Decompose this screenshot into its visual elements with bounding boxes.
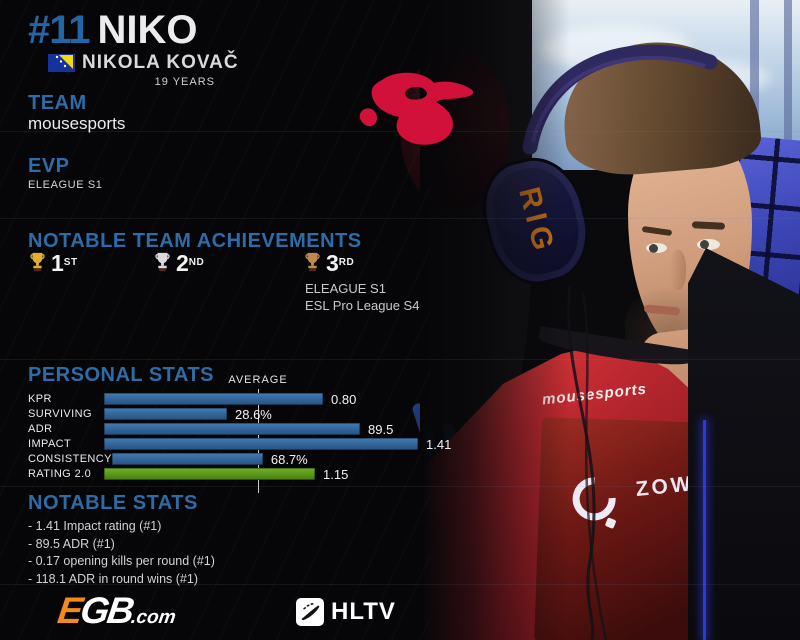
place-label: 3RD — [326, 250, 355, 276]
player-nickname: NIKO — [97, 8, 198, 52]
stat-value: 28.6% — [235, 406, 272, 422]
achievements-section-title: NOTABLE TEAM ACHIEVEMENTS — [28, 230, 362, 252]
egb-logo-gb: GB — [77, 590, 136, 631]
personal-stats-section-title: PERSONAL STATS — [28, 364, 214, 386]
stat-value: 0.80 — [331, 391, 357, 407]
window-mullion — [750, 0, 759, 175]
evp-value: ELEAGUE S1 — [28, 179, 103, 191]
section-divider — [0, 584, 800, 585]
zowie-logo-icon — [572, 477, 616, 529]
team-section-title: TEAM — [28, 92, 87, 114]
achievement-place-3: 3RD — [305, 252, 354, 276]
stat-bar — [104, 468, 315, 480]
notable-stat-item: - 89.5 ADR (#1) — [28, 536, 115, 551]
stat-label: SURVIVING — [28, 408, 92, 420]
stat-value: 1.41 — [426, 436, 452, 452]
eye — [697, 239, 720, 250]
section-divider — [0, 359, 800, 360]
stat-value: 89.5 — [368, 421, 394, 437]
stat-bar — [104, 438, 418, 450]
section-divider — [0, 218, 800, 219]
stat-label: RATING 2.0 — [28, 468, 92, 480]
section-divider — [0, 486, 800, 487]
stat-bar — [104, 423, 360, 435]
notable-stat-item: - 118.1 ADR in round wins (#1) — [28, 571, 198, 586]
monitor-blue-edge — [703, 420, 706, 640]
stat-label: KPR — [28, 393, 52, 405]
stat-label: IMPACT — [28, 438, 72, 450]
player-age: 19 YEARS — [154, 76, 215, 88]
trophy-silver-icon — [155, 252, 170, 272]
achievement-item: ELEAGUE S1 — [305, 281, 386, 296]
notable-stats-section-title: NOTABLE STATS — [28, 492, 198, 514]
team-name: mousesports — [28, 114, 126, 133]
hltv-logo: HLTV — [296, 598, 396, 626]
nose-shadow — [670, 250, 686, 290]
place-label: 1ST — [51, 250, 78, 276]
player-rank: #11 — [28, 8, 91, 52]
egb-logo-com: .com — [129, 607, 178, 628]
hltv-logo-icon — [296, 598, 324, 626]
stat-label: ADR — [28, 423, 53, 435]
place-label: 2ND — [176, 250, 205, 276]
trophy-bronze-icon — [305, 252, 320, 272]
stat-row: IMPACT 1.41 — [28, 436, 452, 452]
evp-section-title: EVP — [28, 155, 70, 177]
mousesports-logo-icon — [359, 72, 474, 145]
achievement-item: ESL Pro League S4 — [305, 298, 420, 313]
notable-stat-item: - 0.17 opening kills per round (#1) — [28, 554, 215, 568]
egb-logo: EGB.com — [55, 590, 179, 632]
player-photo: RIG mousesports ZOWIE — [400, 0, 800, 640]
stat-row: ADR 89.5 — [28, 421, 394, 437]
third-place-items: ELEAGUE S1 ESL Pro League S4 — [305, 280, 419, 314]
photo-left-fade — [420, 0, 570, 640]
page-title: #11 NIKO — [28, 8, 198, 53]
notable-stat-item: - 1.41 Impact rating (#1) — [28, 519, 162, 533]
trophy-gold-icon — [30, 252, 45, 272]
stat-row: KPR 0.80 — [28, 391, 357, 407]
achievement-place-1: 1ST — [30, 252, 78, 276]
stat-label: CONSISTENCY — [28, 453, 112, 465]
bosnia-flag-icon — [48, 54, 75, 72]
stat-value: 68.7% — [270, 451, 308, 467]
stat-row: SURVIVING 28.6% — [28, 406, 272, 422]
monitor-back — [688, 248, 800, 640]
stat-value: 1.15 — [323, 466, 349, 482]
stat-row: CONSISTENCY 68.7% — [28, 451, 308, 467]
player-real-name: NIKOLA KOVAČ — [82, 52, 239, 73]
stat-bar — [104, 408, 227, 420]
notable-stats-list: - 1.41 Impact rating (#1) - 89.5 ADR (#1)… — [28, 518, 215, 588]
window-mullion — [784, 0, 792, 175]
panel-texture — [0, 0, 430, 640]
average-label: AVERAGE — [228, 374, 288, 386]
eye — [646, 243, 667, 253]
achievement-place-2: 2ND — [155, 252, 204, 276]
stat-bar — [111, 453, 263, 465]
stat-bar — [104, 393, 323, 405]
hltv-logo-text: HLTV — [331, 598, 396, 625]
stat-row: RATING 2.0 1.15 — [28, 466, 349, 482]
